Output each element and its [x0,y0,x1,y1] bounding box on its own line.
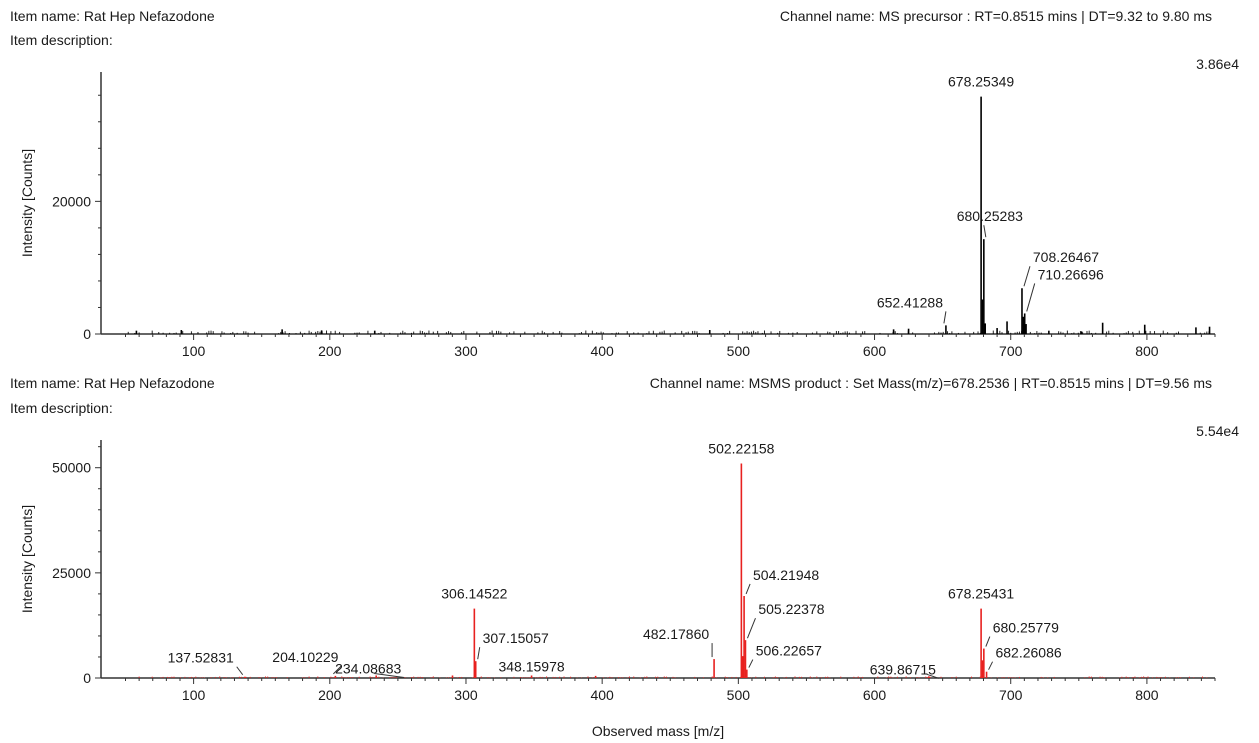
peak-label-leader [374,672,405,678]
peak-label: 502.22158 [708,441,774,457]
peak-label: 204.10229 [272,649,338,665]
peak-label: 348.15978 [498,658,564,674]
peak-label-leader [748,659,754,668]
peak-label-leader [745,583,751,595]
panel2-item-name: Item name: Rat Hep Nefazodone [10,375,215,391]
y-tick-label: 0 [83,326,91,342]
peak-label: 680.25283 [957,208,1023,224]
y-tick-label: 25000 [52,565,91,581]
peak-label-leader [1023,266,1031,287]
panel1-max-intensity: 3.86e4 [1196,56,1239,72]
peak-label-leader [943,311,947,324]
peak-label-leader [985,636,991,647]
peak-label: 482.17860 [643,626,709,642]
peak-label: 652.41288 [877,294,943,310]
x-tick-label: 800 [1135,343,1159,359]
panel1-channel-name: Channel name: MS precursor : RT=0.8515 m… [779,8,1212,24]
peak-label-leader [926,673,939,679]
x-tick-label: 700 [999,343,1023,359]
peak-label: 234.08683 [335,660,401,676]
y-tick-label: 20000 [52,193,91,209]
x-tick-label: 200 [318,343,342,359]
x-tick-label: 400 [590,687,614,703]
x-tick-label: 500 [727,687,751,703]
panel1-item-description: Item description: [10,32,113,48]
peak-label: 710.26696 [1038,266,1104,282]
peak-label: 680.25779 [993,620,1059,636]
x-tick-label: 700 [999,687,1023,703]
y-axis-label: Intensity [Counts] [19,505,35,613]
x-tick-label: 300 [454,687,478,703]
x-tick-label: 100 [182,343,206,359]
peak-label: 307.15057 [483,630,549,646]
peak-label: 504.21948 [753,567,819,583]
y-tick-label: 50000 [52,460,91,476]
peak-label: 678.25349 [948,74,1014,90]
peak-label: 682.26086 [995,645,1061,661]
peak-label: 708.26467 [1033,249,1099,265]
peak-label: 306.14522 [441,586,507,602]
x-tick-label: 100 [182,687,206,703]
x-tick-label: 600 [863,687,887,703]
panel2-max-intensity: 5.54e4 [1196,423,1239,439]
x-tick-label: 300 [454,343,478,359]
y-axis-label: Intensity [Counts] [19,149,35,257]
x-axis-label: Observed mass [m/z] [592,723,724,739]
peak-label-leader [746,617,756,639]
x-tick-label: 600 [863,343,887,359]
peak-label-leader [236,666,244,676]
ms-precursor-spectrum: 100 200 300 400 500 600 700 800 0 20000 Intensity … [19,72,1216,359]
x-tick-label: 800 [1135,687,1159,703]
panel2-item-description: Item description: [10,400,113,416]
peak-label-leader [988,661,994,670]
x-tick-label: 400 [590,343,614,359]
y-tick-label: 0 [83,670,91,686]
panel1-item-name: Item name: Rat Hep Nefazodone [10,8,215,24]
peak-label: 137.52831 [168,650,234,666]
peak-label-leader [983,225,987,238]
peak-label-leader [477,647,481,660]
peak-label-leader [1026,283,1036,312]
panel2-channel-name: Channel name: MSMS product : Set Mass(m/… [649,375,1212,391]
peak-label-leader [333,665,342,675]
peak-label: 639.86715 [870,661,936,677]
msms-product-spectrum: 100 200 300 400 500 600 700 800 0 25000 50000 Inten… [19,440,1216,739]
peak-label: 505.22378 [758,601,824,617]
x-tick-label: 200 [318,687,342,703]
peak-label: 506.22657 [756,643,822,659]
x-tick-label: 500 [727,343,751,359]
peak-label: 678.25431 [948,586,1014,602]
